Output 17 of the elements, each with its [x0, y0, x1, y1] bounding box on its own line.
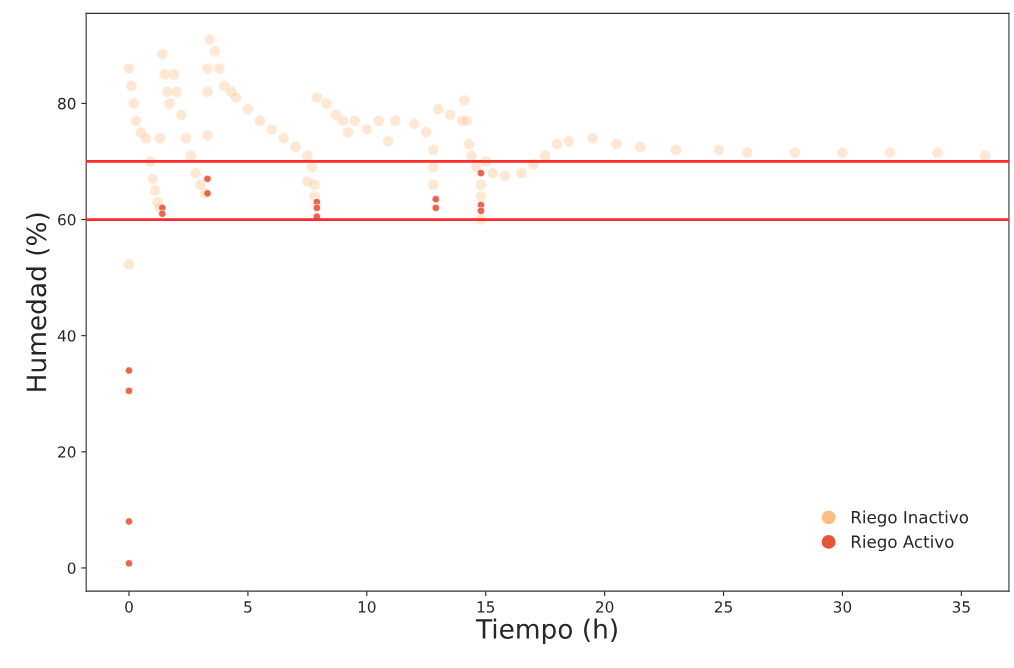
y-tick-label: 0 [67, 562, 76, 574]
y-tick-label: 60 [58, 213, 76, 226]
legend-label: Riego Inactivo [851, 510, 969, 527]
y-tick-label: 40 [57, 330, 76, 342]
x-tick-label: 15 [477, 601, 495, 613]
x-tick-label: 5 [244, 601, 252, 613]
legend-label: Riego Activo [851, 535, 954, 552]
x-axis-title: Tiempo (h) [475, 618, 617, 645]
y-axis-title: Humedad (%) [25, 213, 50, 391]
y-tick-label: 80 [58, 97, 76, 110]
x-tick-label: 25 [714, 601, 732, 613]
x-tick-label: 10 [358, 601, 376, 613]
x-tick-label: 30 [833, 601, 852, 613]
y-tick-label: 20 [58, 446, 76, 458]
x-tick-label: 35 [952, 601, 970, 613]
x-tick-label: 0 [125, 601, 133, 613]
x-tick-label: 20 [596, 601, 614, 613]
